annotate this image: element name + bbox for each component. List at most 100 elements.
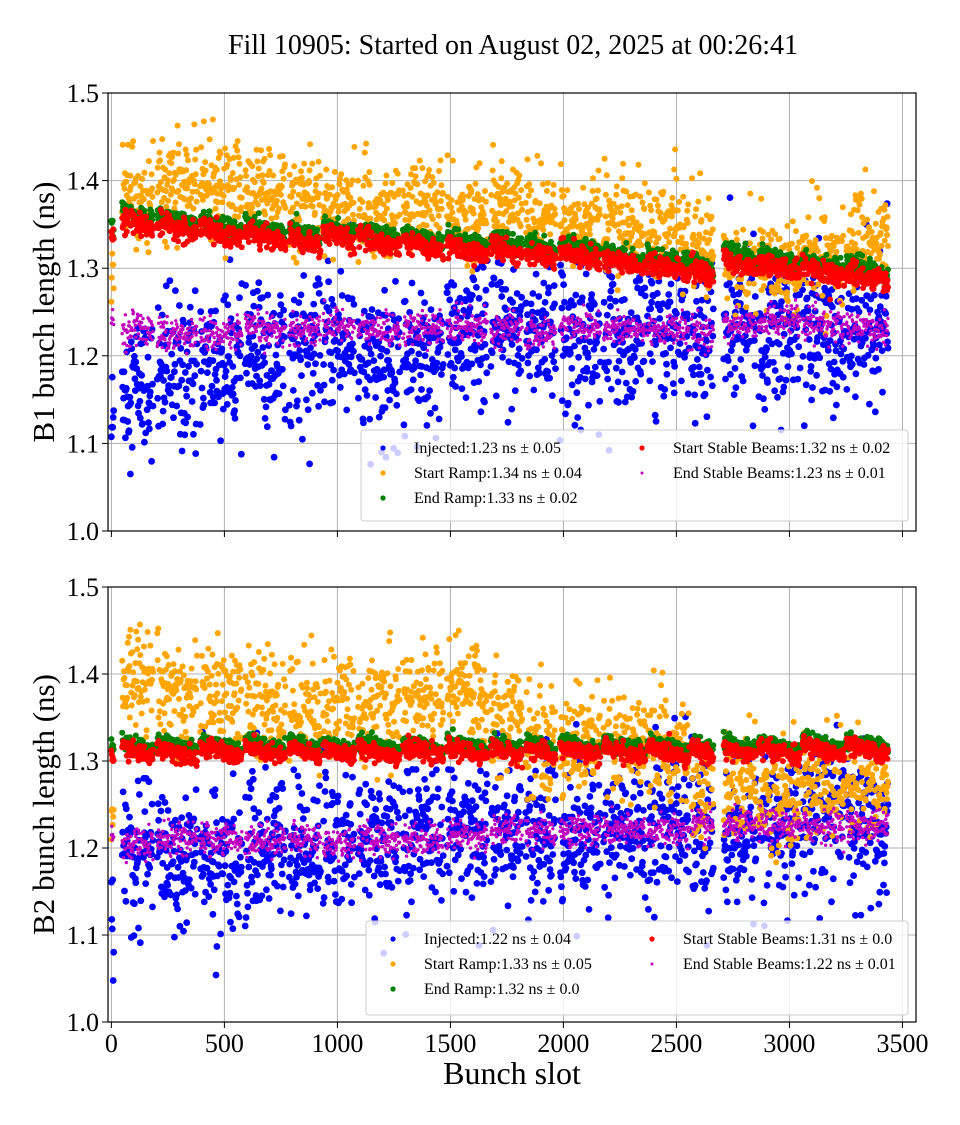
data-point	[183, 147, 189, 153]
data-point	[199, 385, 206, 392]
data-point	[641, 206, 647, 212]
data-point	[826, 388, 833, 395]
data-point	[351, 369, 358, 376]
data-point	[871, 292, 878, 299]
data-point	[200, 402, 207, 409]
data-point	[429, 174, 435, 180]
data-point	[862, 335, 869, 342]
data-point	[783, 377, 790, 384]
data-point	[132, 359, 139, 366]
data-point	[877, 252, 883, 258]
data-point	[463, 209, 469, 215]
data-point	[542, 299, 549, 306]
data-point	[183, 393, 190, 400]
data-point	[819, 293, 825, 299]
data-point	[256, 166, 262, 172]
data-point	[371, 254, 377, 260]
data-point	[861, 361, 868, 368]
data-point	[558, 161, 564, 167]
data-point	[146, 425, 153, 432]
data-point	[595, 188, 601, 194]
data-point	[476, 295, 483, 302]
data-point	[410, 376, 417, 383]
data-point	[149, 185, 155, 191]
data-point	[242, 282, 249, 289]
data-point	[176, 188, 182, 194]
data-point	[768, 237, 774, 243]
data-point	[297, 356, 304, 363]
data-point	[619, 369, 626, 376]
data-point	[751, 337, 758, 344]
data-point	[380, 374, 387, 381]
data-point	[628, 309, 635, 316]
data-point	[491, 275, 498, 282]
data-point	[252, 179, 258, 185]
data-point	[673, 176, 679, 182]
data-point	[150, 403, 157, 410]
data-point	[856, 230, 862, 236]
data-point	[212, 308, 219, 315]
data-point	[483, 199, 489, 205]
data-point	[596, 206, 602, 212]
data-point	[307, 167, 313, 173]
data-point	[339, 292, 346, 299]
data-point	[536, 370, 543, 377]
data-point	[108, 433, 115, 440]
data-point	[384, 206, 390, 212]
data-point	[623, 189, 629, 195]
data-point	[160, 377, 167, 384]
data-point	[552, 206, 558, 212]
data-point	[647, 305, 654, 312]
data-point	[155, 304, 162, 311]
data-point	[197, 308, 204, 315]
data-point	[772, 367, 779, 374]
data-point	[158, 179, 164, 185]
data-point	[257, 382, 264, 389]
data-point	[490, 142, 496, 148]
data-point	[421, 299, 428, 306]
data-point	[133, 247, 139, 253]
data-point	[141, 196, 147, 202]
data-point	[211, 400, 218, 407]
data-point	[803, 247, 809, 253]
data-point	[585, 402, 592, 409]
data-point	[397, 212, 403, 218]
data-point	[413, 173, 419, 179]
data-point	[552, 211, 558, 217]
data-point	[280, 153, 286, 159]
data-point	[320, 361, 327, 368]
data-point	[282, 161, 288, 167]
data-point	[884, 232, 890, 238]
data-point	[815, 248, 821, 254]
data-point	[800, 353, 807, 360]
data-point	[355, 395, 362, 402]
data-point	[424, 393, 431, 400]
data-point	[615, 399, 622, 406]
data-point	[168, 160, 174, 166]
data-point	[838, 255, 844, 261]
data-point	[343, 407, 350, 414]
data-point	[654, 290, 661, 297]
data-point	[338, 171, 344, 177]
data-point	[181, 431, 188, 438]
data-point	[676, 199, 682, 205]
data-point	[512, 387, 519, 394]
data-point	[266, 146, 272, 152]
data-point	[127, 471, 134, 478]
data-point	[478, 408, 485, 415]
data-point	[475, 378, 482, 385]
data-point	[540, 227, 546, 233]
data-point	[262, 212, 268, 218]
data-point	[551, 301, 558, 308]
data-point	[619, 175, 625, 181]
data-point	[518, 223, 524, 229]
data-point	[649, 218, 655, 224]
data-point	[449, 210, 455, 216]
data-point	[130, 138, 136, 144]
data-point	[505, 419, 512, 426]
data-point	[884, 224, 890, 230]
data-point	[164, 244, 170, 250]
data-point	[794, 376, 801, 383]
data-point	[224, 401, 231, 408]
data-point	[391, 227, 397, 233]
